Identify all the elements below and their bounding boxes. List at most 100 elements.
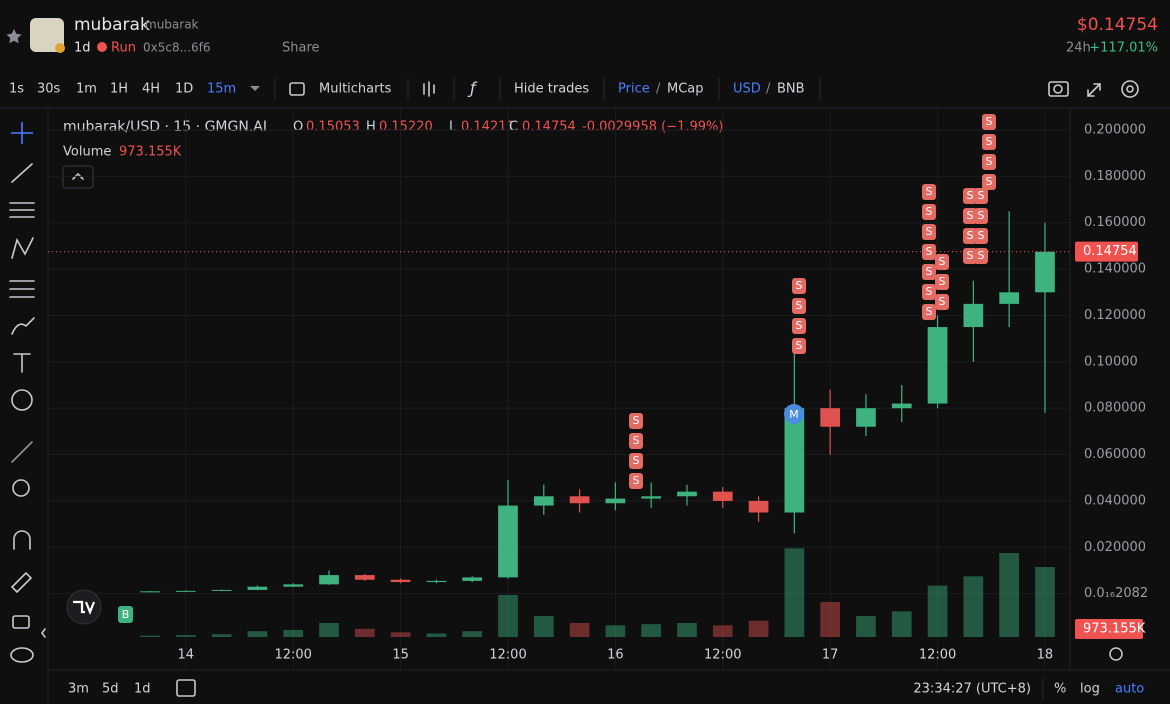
interval-15m[interactable]: 15m [207,82,236,97]
sell-marker [792,338,806,354]
interval-1s[interactable]: 1s [9,82,24,97]
volume-bar [784,548,805,637]
multicharts-button[interactable]: Multicharts [319,82,392,97]
date-range-button[interactable] [176,679,196,697]
x-tick-label: 17 [822,648,839,663]
visibility-tool[interactable] [10,647,34,663]
y-tick-label: 0.040000 [1084,493,1146,508]
sell-marker [974,248,988,264]
contract-address[interactable]: 0x5c8...6f6 [143,41,211,55]
candle-body [211,589,232,591]
candle-body [999,292,1019,304]
sell-marker-label: S [926,285,933,298]
sell-marker-label: S [986,115,993,128]
candle-body [677,491,697,497]
auto-toggle[interactable]: auto [1115,682,1144,697]
mcap-toggle[interactable]: MCap [667,82,704,97]
sell-marker-label: S [967,209,974,222]
bnb-toggle[interactable]: BNB [777,82,805,97]
clock: 23:34:27 (UTC+8) [913,682,1031,697]
crosshair-tool[interactable] [11,122,33,144]
sell-marker [963,248,977,264]
interval-4h[interactable]: 4H [142,82,160,97]
favorite-star[interactable] [6,29,22,44]
volume-bar [462,631,483,637]
candle-body [1035,251,1055,293]
price-toggle[interactable]: Price [618,82,650,97]
sell-marker [963,188,977,204]
log-toggle[interactable]: log [1080,682,1100,697]
trend-line-tool[interactable] [11,163,33,183]
percent-toggle[interactable]: % [1054,682,1066,697]
fullscreen-button[interactable] [1087,83,1101,97]
volume-bar [963,576,984,637]
token-symbol: mubarak [145,18,199,32]
sell-marker [922,304,936,320]
settings-center [1126,85,1134,93]
collapse-legend[interactable] [62,165,94,189]
x-tick-label: 18 [1037,648,1054,663]
collapse-sidebar[interactable] [41,628,46,638]
candle-body [820,408,841,427]
lock-draw-tool[interactable] [10,571,33,594]
camera-lens [1053,84,1063,94]
sell-marker-label: S [939,255,946,268]
settings-button[interactable] [1121,80,1139,98]
candle-body [462,577,483,581]
x-tick-label: 12:00 [704,648,741,663]
share-button[interactable]: Share [282,41,320,56]
range-1d[interactable]: 1d [134,682,151,697]
volume-bar [641,624,662,637]
volume-bar [605,625,626,637]
range-3m[interactable]: 3m [68,682,89,697]
volume-bar [856,616,876,637]
candle-body [856,408,876,427]
hide-trades-button[interactable]: Hide trades [514,82,589,97]
y-tick-label: 0.060000 [1084,447,1146,462]
interval-1m[interactable]: 1m [76,82,97,97]
screenshot-button[interactable] [1048,81,1069,97]
interval-dropdown[interactable] [250,86,260,91]
interval-1h[interactable]: 1H [110,82,128,97]
sell-marker [982,114,996,130]
token-avatar [30,18,64,52]
emoji-tool[interactable] [11,389,33,411]
tradingview-logo [66,589,102,625]
volume-tag [1075,619,1143,639]
sell-marker-label: S [939,275,946,288]
usd-toggle[interactable]: USD [733,82,761,97]
ohlc-label: H [366,120,376,135]
volume-bar [175,635,196,637]
interval-1d[interactable]: 1D [175,82,193,97]
x-tick-label: 12:00 [489,648,526,663]
range-5d[interactable]: 5d [102,682,119,697]
sell-marker [922,284,936,300]
volume-bar [319,623,339,637]
brush-tool[interactable] [11,317,35,335]
pattern-tool[interactable] [11,237,34,259]
fib-tool[interactable] [9,202,35,218]
projection-tool[interactable] [9,280,35,298]
candle-type-icon[interactable] [423,81,435,97]
y-tick-label: 0.10000 [1084,354,1138,369]
sell-marker-label: S [986,175,993,188]
sell-marker-label: S [978,249,985,262]
sell-marker [922,204,936,220]
text-tool[interactable] [13,353,31,373]
sell-marker-label: S [633,474,640,487]
volume-bar [569,623,590,637]
indicators-icon[interactable]: ƒ [467,79,478,98]
zoom-tool[interactable] [12,479,30,497]
sell-marker [935,254,949,270]
ruler-tool[interactable] [11,441,33,463]
axis-settings [1109,647,1123,661]
interval-30s[interactable]: 30s [37,82,61,97]
magnet-tool[interactable] [13,530,31,550]
lock-tool[interactable] [12,615,30,629]
sell-marker-label: S [796,319,803,332]
volume-bar [927,585,948,637]
sell-marker-label: S [978,209,985,222]
volume-bar [283,630,304,637]
